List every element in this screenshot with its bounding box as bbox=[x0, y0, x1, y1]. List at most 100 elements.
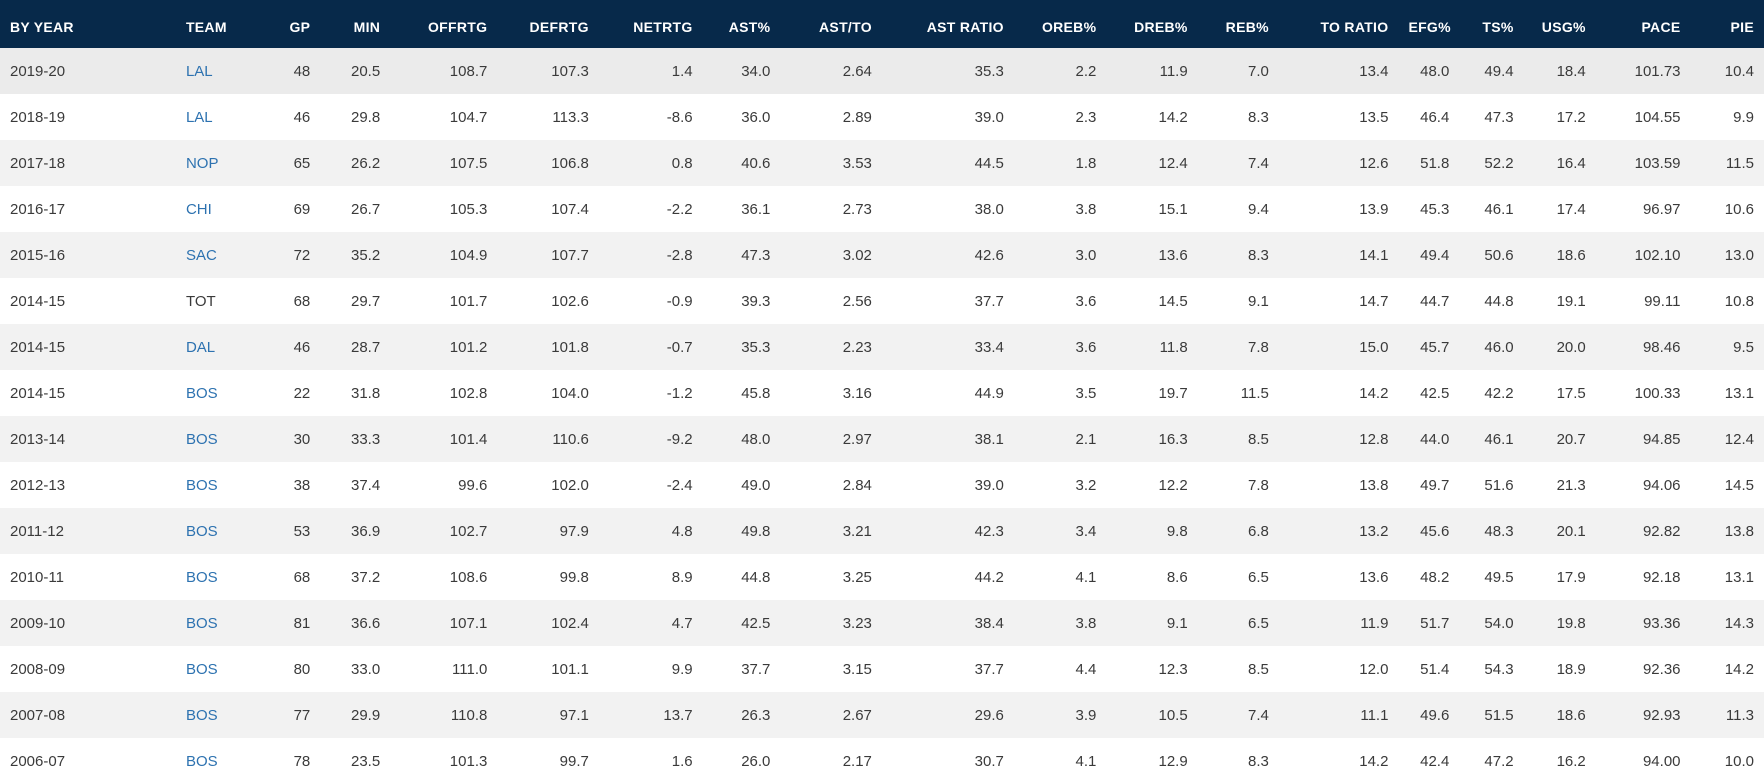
stat-cell-usg-pct: 20.1 bbox=[1556, 522, 1586, 540]
stat-cell-to-ratio: 15.0 bbox=[1359, 338, 1389, 356]
stat-cell-oreb-pct: 3.8 bbox=[1075, 614, 1097, 632]
stat-cell-dreb-pct: 14.2 bbox=[1158, 108, 1188, 126]
stat-cell-oreb-pct: 3.5 bbox=[1075, 384, 1097, 402]
season-cell: 2014-15 bbox=[10, 338, 66, 356]
stat-cell-ast-pct: 48.0 bbox=[741, 430, 771, 448]
column-header-team[interactable]: TEAM bbox=[185, 19, 227, 35]
stat-cell-pie: 14.5 bbox=[1724, 476, 1754, 494]
stat-cell-to-ratio: 13.2 bbox=[1359, 522, 1389, 540]
stat-cell-defrtg: 113.3 bbox=[552, 108, 589, 126]
team-cell: CHI bbox=[176, 186, 262, 232]
stat-cell-usg-pct: 20.7 bbox=[1556, 430, 1586, 448]
stat-cell-gp: 38 bbox=[293, 476, 311, 494]
column-header-pie[interactable]: PIE bbox=[1730, 19, 1754, 35]
team-cell: BOS bbox=[176, 646, 262, 692]
stat-cell-ast-pct: 49.8 bbox=[741, 522, 771, 540]
stat-cell-ast-ratio: 42.3 bbox=[974, 522, 1004, 540]
column-header-min[interactable]: MIN bbox=[353, 19, 381, 35]
stat-cell-defrtg: 102.6 bbox=[551, 292, 589, 310]
column-header-usg-pct[interactable]: USG% bbox=[1541, 19, 1586, 35]
team-cell: BOS bbox=[176, 600, 262, 646]
stat-cell-ast-ratio: 35.3 bbox=[974, 62, 1004, 80]
team-link[interactable]: BOS bbox=[185, 568, 218, 586]
stat-cell-pace: 103.59 bbox=[1634, 154, 1681, 172]
stat-cell-reb-pct: 8.3 bbox=[1248, 246, 1269, 264]
column-header-dreb-pct[interactable]: DREB% bbox=[1134, 19, 1188, 35]
stat-cell-pie: 13.1 bbox=[1724, 384, 1754, 402]
column-header-efg-pct[interactable]: EFG% bbox=[1408, 19, 1451, 35]
column-header-ast-to[interactable]: AST/TO bbox=[819, 19, 872, 35]
stat-cell-defrtg: 104.0 bbox=[551, 384, 589, 402]
stat-cell-ast-pct: 37.7 bbox=[741, 660, 771, 678]
table-row: 2014-15 DAL 46 28.7 101.2 101.8 -0.7 35.3 2.23 33… bbox=[0, 324, 1764, 370]
stat-cell-ast-pct: 49.0 bbox=[741, 476, 771, 494]
stat-cell-ast-ratio: 37.7 bbox=[974, 660, 1004, 678]
team-link[interactable]: LAL bbox=[185, 62, 213, 80]
team-link[interactable]: NOP bbox=[185, 154, 219, 172]
column-header-to-ratio[interactable]: TO RATIO bbox=[1320, 19, 1389, 35]
table-row: 2008-09 BOS 80 33.0 111.0 101.1 9.9 37.7 3.15 37.… bbox=[0, 646, 1764, 692]
column-header-gp[interactable]: GP bbox=[289, 19, 311, 35]
column-header-defrtg[interactable]: DEFRTG bbox=[529, 19, 589, 35]
team-link[interactable]: BOS bbox=[185, 384, 218, 402]
stat-cell-dreb-pct: 16.3 bbox=[1158, 430, 1188, 448]
stat-cell-min: 37.2 bbox=[351, 568, 381, 586]
team-link[interactable]: BOS bbox=[185, 660, 218, 678]
stat-cell-ast-to: 3.53 bbox=[842, 154, 872, 172]
stat-cell-pace: 100.33 bbox=[1634, 384, 1681, 402]
stat-cell-min: 36.9 bbox=[351, 522, 381, 540]
team-link[interactable]: BOS bbox=[185, 476, 218, 494]
table-row: 2015-16 SAC 72 35.2 104.9 107.7 -2.8 47.3 3.02 42… bbox=[0, 232, 1764, 278]
stat-cell-pie: 13.1 bbox=[1724, 568, 1754, 586]
team-cell: NOP bbox=[176, 140, 262, 186]
stat-cell-defrtg: 107.4 bbox=[551, 200, 589, 218]
stat-cell-to-ratio: 13.5 bbox=[1359, 108, 1389, 126]
column-header-ts-pct[interactable]: TS% bbox=[1482, 19, 1514, 35]
column-header-reb-pct[interactable]: REB% bbox=[1225, 19, 1269, 35]
stat-cell-pie: 11.3 bbox=[1725, 706, 1754, 724]
stat-cell-oreb-pct: 3.4 bbox=[1075, 522, 1097, 540]
stat-cell-oreb-pct: 3.6 bbox=[1075, 292, 1097, 310]
team-link[interactable]: BOS bbox=[185, 706, 218, 724]
stat-cell-ast-ratio: 30.7 bbox=[974, 752, 1004, 770]
column-header-by-year[interactable]: BY YEAR bbox=[10, 19, 74, 35]
stat-cell-reb-pct: 6.5 bbox=[1248, 568, 1269, 586]
team-link[interactable]: BOS bbox=[185, 752, 218, 770]
stat-cell-offrtg: 101.4 bbox=[449, 430, 488, 448]
stat-cell-ast-pct: 34.0 bbox=[741, 62, 771, 80]
stat-cell-oreb-pct: 3.9 bbox=[1075, 706, 1097, 724]
stat-cell-ast-ratio: 29.6 bbox=[974, 706, 1004, 724]
stat-cell-ast-pct: 47.3 bbox=[741, 246, 771, 264]
stat-cell-oreb-pct: 3.2 bbox=[1075, 476, 1097, 494]
table-row: 2010-11 BOS 68 37.2 108.6 99.8 8.9 44.8 3.25 44.2… bbox=[0, 554, 1764, 600]
team-link[interactable]: BOS bbox=[185, 614, 218, 632]
stat-cell-pie: 10.6 bbox=[1724, 200, 1754, 218]
column-header-ast-pct[interactable]: AST% bbox=[728, 19, 771, 35]
column-header-pace[interactable]: PACE bbox=[1641, 19, 1681, 35]
team-link[interactable]: BOS bbox=[185, 430, 218, 448]
team-cell: BOS bbox=[176, 416, 262, 462]
stat-cell-oreb-pct: 3.6 bbox=[1075, 338, 1097, 356]
stat-cell-efg-pct: 42.5 bbox=[1420, 384, 1450, 402]
team-link[interactable]: SAC bbox=[185, 246, 217, 264]
stat-cell-gp: 46 bbox=[293, 108, 311, 126]
team-link[interactable]: LAL bbox=[185, 108, 213, 126]
team-link[interactable]: CHI bbox=[185, 200, 212, 218]
team-link[interactable]: BOS bbox=[185, 522, 218, 540]
stat-cell-reb-pct: 8.3 bbox=[1248, 752, 1269, 770]
stat-cell-ast-to: 2.73 bbox=[842, 200, 872, 218]
stat-cell-ts-pct: 51.6 bbox=[1484, 476, 1514, 494]
column-header-offrtg[interactable]: OFFRTG bbox=[427, 19, 488, 35]
stat-cell-min: 26.7 bbox=[351, 200, 381, 218]
stat-cell-oreb-pct: 3.8 bbox=[1075, 200, 1097, 218]
stat-cell-oreb-pct: 1.8 bbox=[1075, 154, 1097, 172]
column-header-oreb-pct[interactable]: OREB% bbox=[1041, 19, 1097, 35]
stat-cell-gp: 69 bbox=[293, 200, 311, 218]
stat-cell-netrtg: -0.9 bbox=[666, 292, 693, 310]
column-header-netrtg[interactable]: NETRTG bbox=[633, 19, 693, 35]
stat-cell-offrtg: 101.2 bbox=[449, 338, 488, 356]
stat-cell-pie: 14.3 bbox=[1724, 614, 1754, 632]
stat-cell-usg-pct: 18.4 bbox=[1556, 62, 1586, 80]
team-link[interactable]: DAL bbox=[185, 338, 216, 356]
column-header-ast-ratio[interactable]: AST RATIO bbox=[926, 19, 1004, 35]
